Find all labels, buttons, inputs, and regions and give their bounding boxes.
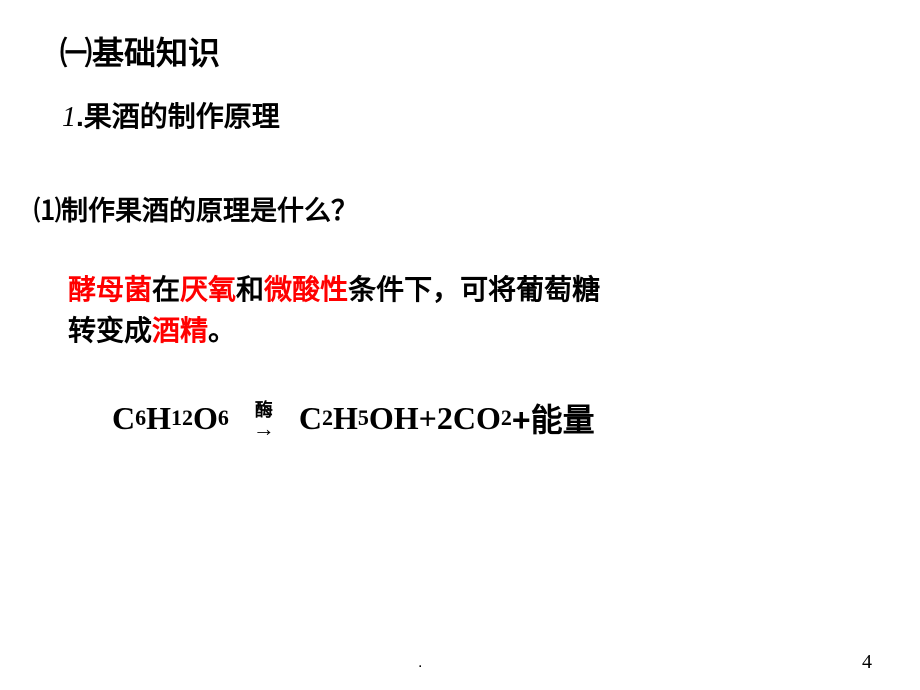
heading2-dot: .: [76, 101, 84, 132]
subsection-heading: 1.果酒的制作原理: [62, 95, 280, 135]
question-prefix: ⑴: [34, 196, 61, 226]
answer-line2c: 。: [208, 315, 236, 346]
heading1-text: 基础知识: [92, 35, 220, 71]
footer-dot: .: [418, 654, 422, 672]
eq-c6: C: [112, 400, 135, 437]
answer-block: 酵母菌在厌氧和微酸性条件下，可将葡萄糖 转变成酒精。: [68, 270, 600, 351]
answer-seg5: 微酸性: [264, 274, 348, 305]
answer-line2a: 转变成: [68, 315, 152, 346]
chemical-equation: C6H12O6 酶 → C2H5OH+2CO2+能量: [112, 395, 595, 441]
answer-seg4: 和: [236, 274, 264, 305]
answer-seg2: 在: [152, 274, 180, 305]
answer-line2b: 酒精: [152, 315, 208, 346]
slide: ㈠基础知识 1.果酒的制作原理 ⑴制作果酒的原理是什么？ 酵母菌在厌氧和微酸性条…: [0, 0, 920, 690]
question-text: 制作果酒的原理是什么？: [61, 196, 358, 226]
heading2-num: 1: [62, 102, 76, 133]
heading2-text: 果酒的制作原理: [84, 101, 280, 132]
page-number: 4: [862, 651, 872, 674]
question-line: ⑴制作果酒的原理是什么？: [34, 189, 358, 228]
eq-h: H: [146, 400, 171, 437]
eq-tail: +能量: [512, 395, 595, 441]
answer-seg6: 条件下，可将葡萄糖: [348, 274, 600, 305]
section-heading: ㈠基础知识: [60, 28, 220, 74]
arrow-icon: →: [253, 418, 275, 440]
eq-c2: C: [299, 400, 322, 437]
eq-h5: H: [333, 400, 358, 437]
eq-o: O: [193, 400, 218, 437]
eq-oh2co: OH+2CO: [369, 400, 501, 437]
answer-seg3: 厌氧: [180, 274, 236, 305]
reaction-arrow-group: 酶 →: [253, 396, 275, 440]
answer-seg1: 酵母菌: [68, 274, 152, 305]
heading1-prefix: ㈠: [60, 35, 92, 71]
